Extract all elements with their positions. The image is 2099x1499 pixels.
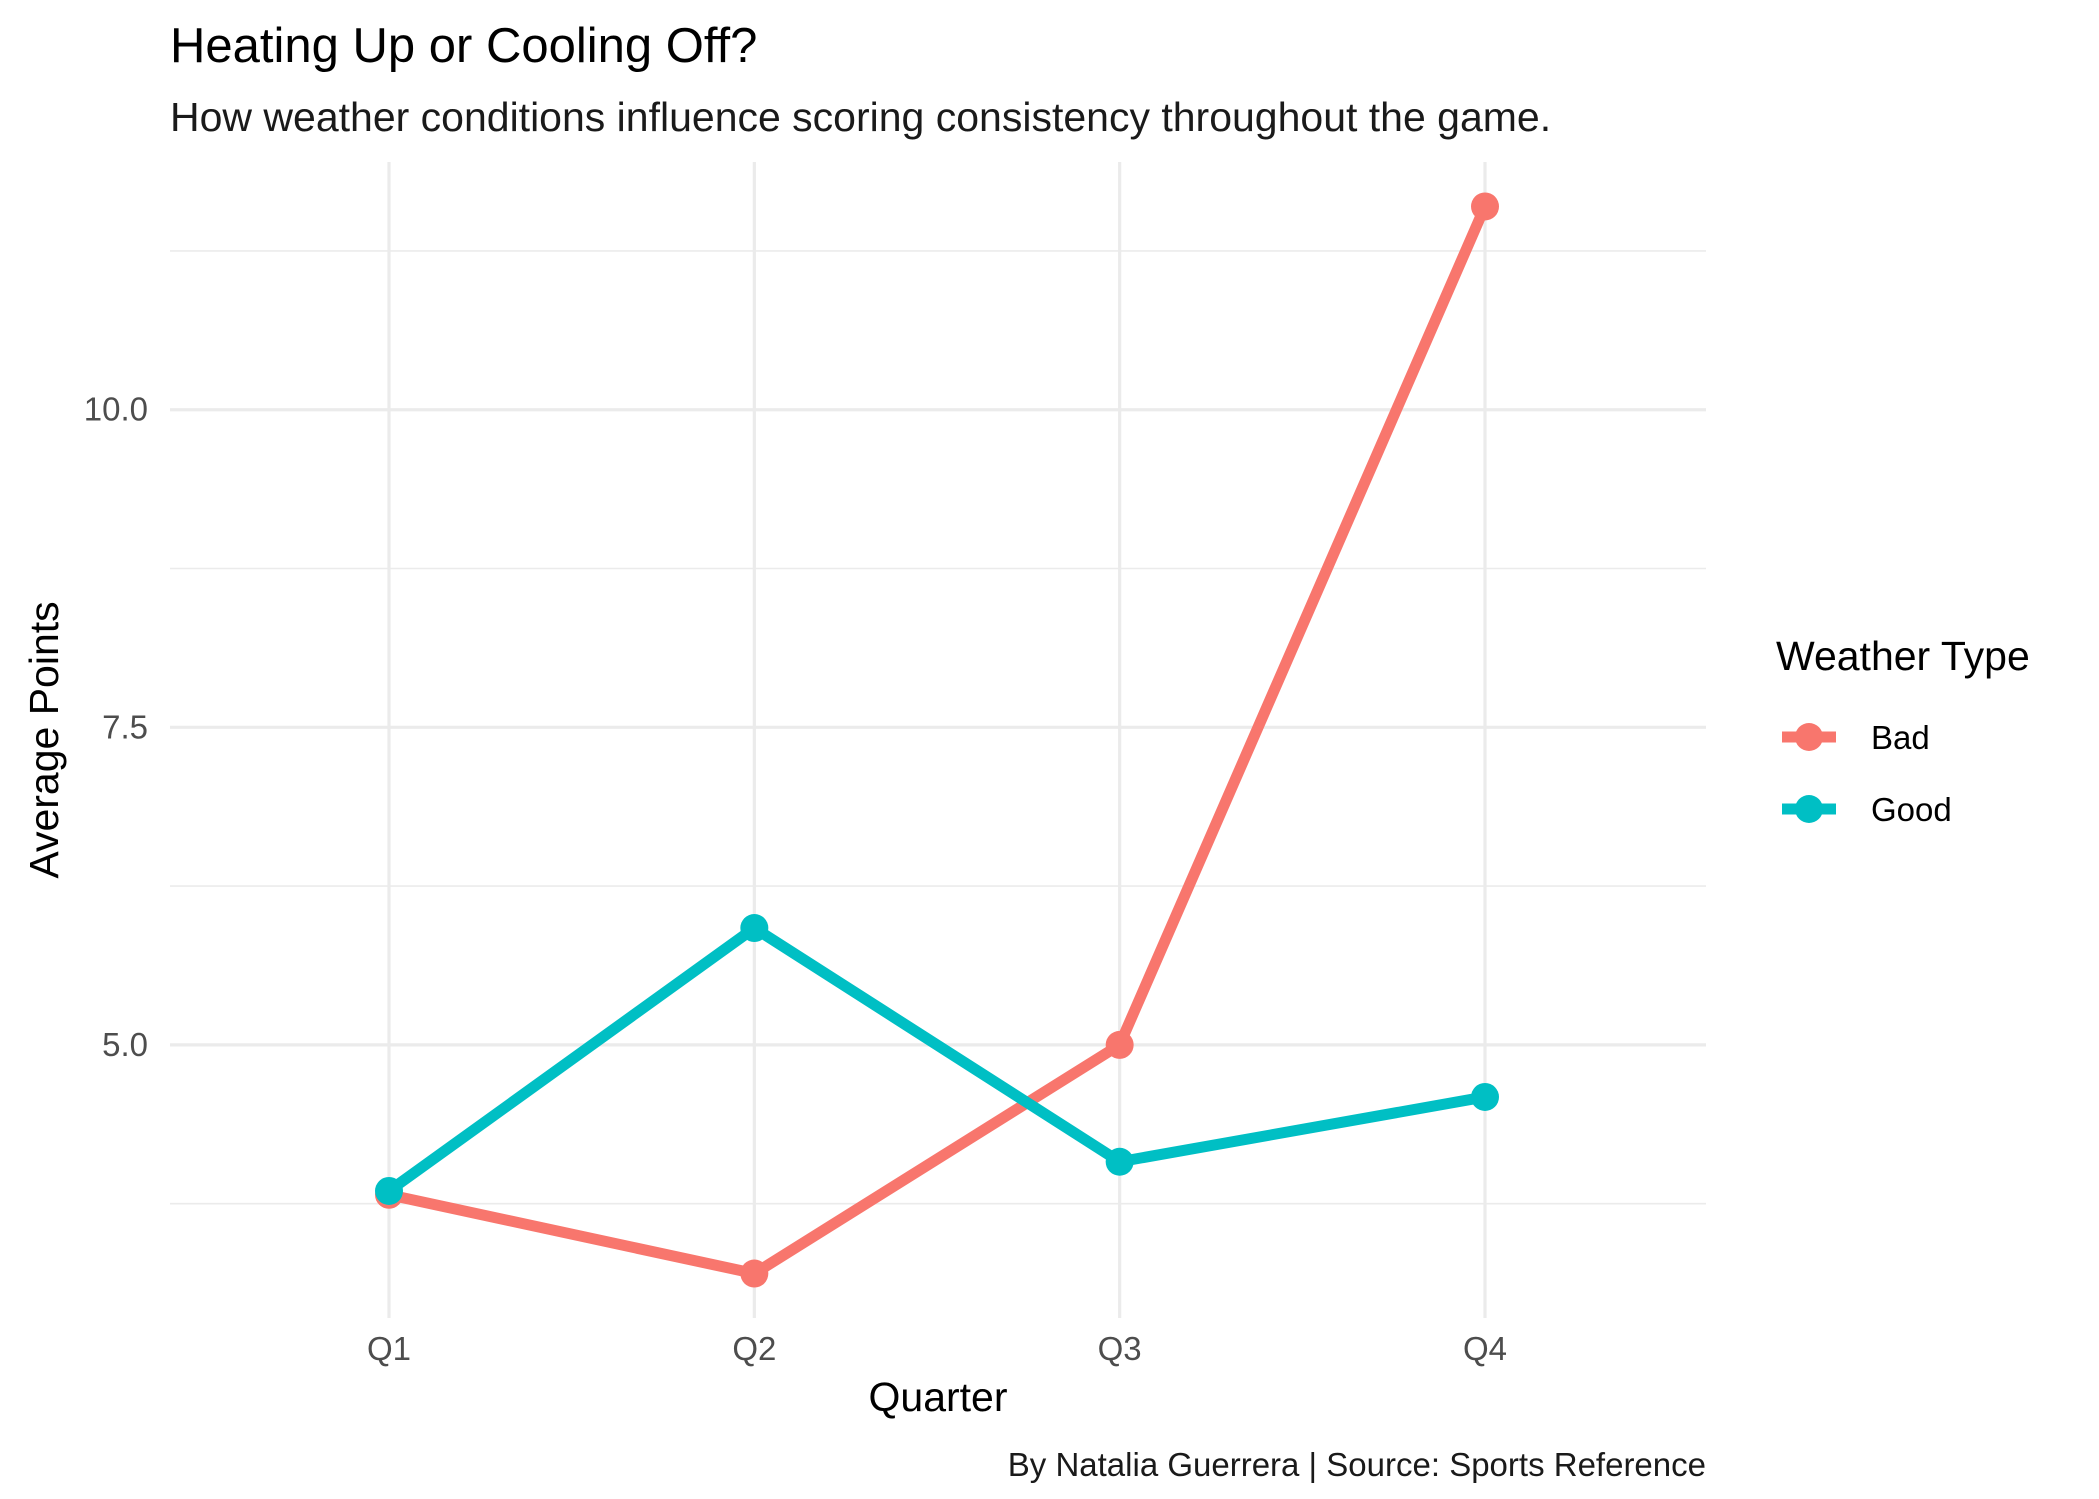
series-line-good (385, 922, 1486, 1196)
chart-title: Heating Up or Cooling Off? (170, 19, 757, 73)
legend-label-good: Good (1871, 791, 1952, 828)
y-tick-label: 5.0 (102, 1026, 148, 1063)
x-tick-label: Q4 (1463, 1330, 1507, 1367)
legend-label-bad: Bad (1871, 719, 1930, 756)
legend: Weather Type Bad Good (1776, 633, 2030, 828)
legend-title: Weather Type (1776, 633, 2030, 679)
x-tick-label: Q1 (367, 1330, 411, 1367)
y-tick-label: 10.0 (84, 391, 148, 428)
data-point-good (375, 1176, 403, 1205)
legend-key-point (1795, 723, 1823, 751)
x-tick-label: Q3 (1098, 1330, 1142, 1367)
data-point-good (1105, 1147, 1134, 1176)
legend-key-point (1795, 795, 1823, 823)
series-layer (375, 192, 1499, 1288)
plot-panel (170, 162, 1706, 1318)
grid-lines (170, 162, 1706, 1318)
data-point-good (740, 914, 769, 943)
x-tick-label: Q2 (732, 1330, 776, 1367)
chart-subtitle: How weather conditions influence scoring… (170, 94, 1551, 140)
y-axis-title: Average Points (21, 601, 67, 878)
data-point-bad (740, 1259, 769, 1288)
data-point-bad (1471, 192, 1499, 221)
x-axis-ticks: Q1 Q2 Q3 Q4 (367, 1330, 1507, 1367)
y-tick-label: 7.5 (102, 708, 148, 745)
chart-caption: By Natalia Guerrera | Source: Sports Ref… (1008, 1446, 1706, 1483)
series-line-bad (387, 204, 1491, 1280)
legend-items: Bad Good (1782, 719, 1952, 828)
data-point-bad (1105, 1030, 1134, 1059)
x-axis-title: Quarter (869, 1374, 1008, 1420)
data-point-good (1471, 1082, 1499, 1111)
y-axis-ticks: 5.0 7.5 10.0 (84, 391, 148, 1063)
